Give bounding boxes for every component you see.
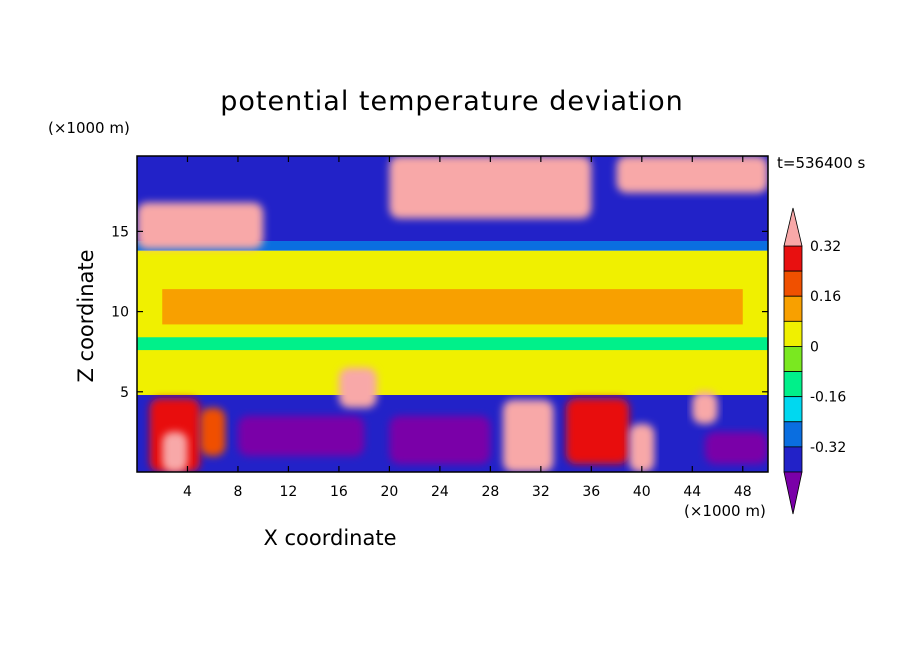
colorbar-bin: [783, 421, 803, 448]
colorbar-label: 0.32: [810, 239, 841, 255]
field-region-7: [389, 156, 592, 219]
colorbar: 0.32 0.16 0 -0.16 -0.32: [783, 207, 846, 515]
plot-area: [137, 156, 768, 472]
plot-frame: [136, 155, 769, 473]
y-axis: 5 10 15: [111, 224, 768, 401]
field-region-13: [502, 399, 554, 472]
x-tick-label: 24: [431, 484, 449, 500]
colorbar-bin: [783, 396, 803, 423]
y-axis-unit: (×1000 m): [48, 119, 130, 137]
time-label: t=536400 s: [777, 154, 866, 172]
colorbar-label: 0.16: [810, 289, 841, 305]
x-tick-label: 36: [582, 484, 600, 500]
x-axis-unit: (×1000 m): [684, 502, 766, 520]
colorbar-bin: [783, 245, 803, 272]
x-tick-label: 16: [330, 484, 348, 500]
field-region-16: [692, 391, 718, 424]
field-region-6: [137, 202, 264, 250]
x-axis-label: X coordinate: [263, 526, 397, 550]
colorbar-label: 0: [810, 339, 819, 355]
colorbar-extend-min: [783, 471, 803, 515]
y-tick-label: 15: [111, 224, 129, 240]
y-tick-label: 5: [120, 385, 129, 401]
colorbar-bin: [783, 270, 803, 297]
field-region-3: [162, 289, 743, 325]
colorbar-bin: [783, 346, 803, 372]
y-tick-label: 10: [111, 305, 129, 321]
field-region-15: [629, 423, 655, 472]
field-region-12: [338, 367, 377, 408]
x-tick-label: 20: [380, 484, 398, 500]
field-region-14: [566, 398, 630, 464]
field-region-11: [200, 407, 226, 456]
x-tick-label: 8: [233, 484, 242, 500]
colorbar-bin: [783, 295, 803, 322]
field-region-8: [616, 156, 768, 193]
x-tick-label: 4: [183, 484, 192, 500]
colorbar-extend-max: [783, 207, 803, 247]
field-region-17: [237, 415, 365, 456]
x-tick-label: 32: [532, 484, 550, 500]
x-tick-label: 28: [481, 484, 499, 500]
x-axis: 4 8 12 16 20 24 28 32 36 40 44 48: [183, 156, 752, 500]
field-region-19: [704, 431, 768, 464]
colorbar-label: -0.32: [810, 440, 846, 456]
field-region-4: [137, 241, 768, 251]
x-tick-label: 12: [280, 484, 298, 500]
field-region-2: [137, 337, 768, 351]
x-tick-label: 40: [633, 484, 651, 500]
colorbar-bin: [783, 320, 803, 347]
field-region-18: [389, 415, 491, 464]
colorbar-label: -0.16: [810, 390, 846, 406]
colorbar-bin: [783, 446, 803, 473]
x-tick-label: 44: [683, 484, 701, 500]
colorbar-bin: [783, 371, 803, 398]
x-tick-label: 48: [734, 484, 752, 500]
field-region-10: [162, 431, 188, 472]
chart-title: potential temperature deviation: [220, 86, 684, 117]
